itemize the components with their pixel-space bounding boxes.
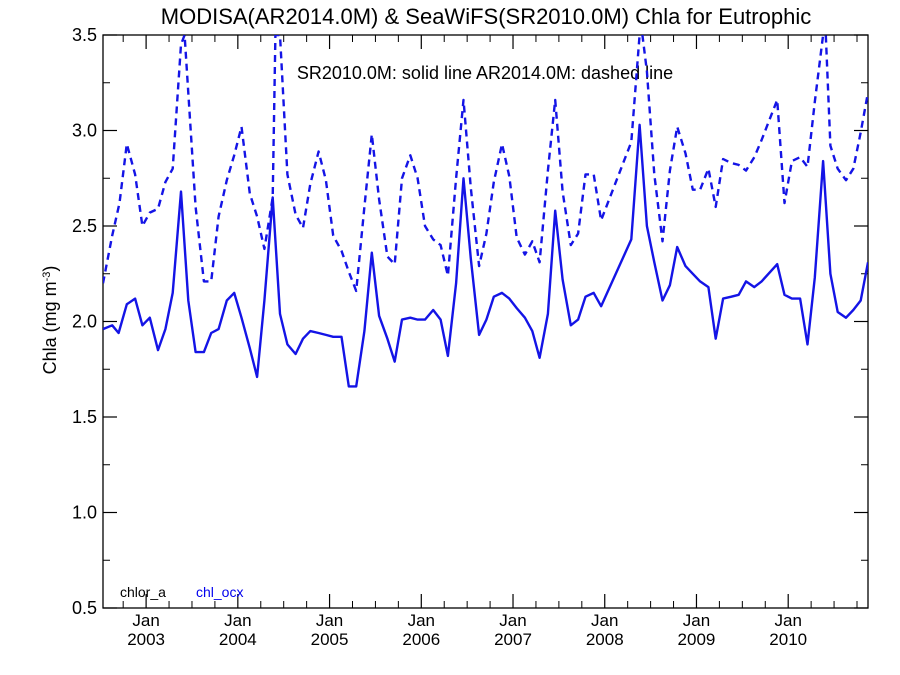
- y-axis-label-close: ): [40, 266, 60, 272]
- x-tick-year: 2007: [494, 630, 532, 649]
- x-tick-year: 2009: [678, 630, 716, 649]
- y-axis-ticks: 0.5 1.0 1.5 2.0 2.5 3.0 3.5: [72, 25, 868, 618]
- x-tick-month: Jan: [316, 611, 343, 630]
- y-tick-label: 2.0: [72, 312, 97, 332]
- line-style-annotation: SR2010.0M: solid line AR2014.0M: dashed …: [297, 63, 673, 83]
- x-tick-year: 2010: [769, 630, 807, 649]
- x-tick-month: Jan: [591, 611, 618, 630]
- x-tick-month: Jan: [774, 611, 801, 630]
- legend: chlor_a chl_ocx: [120, 584, 243, 600]
- y-tick-label: 3.0: [72, 121, 97, 141]
- x-tick-year: 2006: [402, 630, 440, 649]
- y-tick-label: 3.5: [72, 25, 97, 45]
- y-axis-label: Chla (mg m-3): [40, 266, 60, 375]
- y-tick-label: 1.5: [72, 407, 97, 427]
- legend-chlor-a: chlor_a: [120, 584, 166, 600]
- y-tick-label: 0.5: [72, 598, 97, 618]
- y-axis-label-main: Chla (mg m: [40, 281, 60, 374]
- x-tick-year: 2005: [311, 630, 349, 649]
- series-line-dashed: [103, 35, 868, 293]
- series-layer: [103, 35, 868, 388]
- legend-chl-ocx: chl_ocx: [196, 584, 243, 600]
- x-tick-month: Jan: [132, 611, 159, 630]
- chart-title: MODISA(AR2014.0M) & SeaWiFS(SR2010.0M) C…: [161, 4, 811, 29]
- y-axis-label-superscript: -3: [41, 272, 53, 282]
- x-tick-year: 2003: [127, 630, 165, 649]
- x-tick-year: 2008: [586, 630, 624, 649]
- x-tick-month: Jan: [683, 611, 710, 630]
- x-tick-month: Jan: [224, 611, 251, 630]
- x-axis-ticks: Jan2003Jan2004Jan2005Jan2006Jan2007Jan20…: [122, 35, 858, 649]
- x-tick-year: 2004: [219, 630, 257, 649]
- y-tick-label: 1.0: [72, 503, 97, 523]
- x-tick-month: Jan: [499, 611, 526, 630]
- x-tick-month: Jan: [408, 611, 435, 630]
- y-tick-label: 2.5: [72, 216, 97, 236]
- series-line-solid: [103, 123, 868, 388]
